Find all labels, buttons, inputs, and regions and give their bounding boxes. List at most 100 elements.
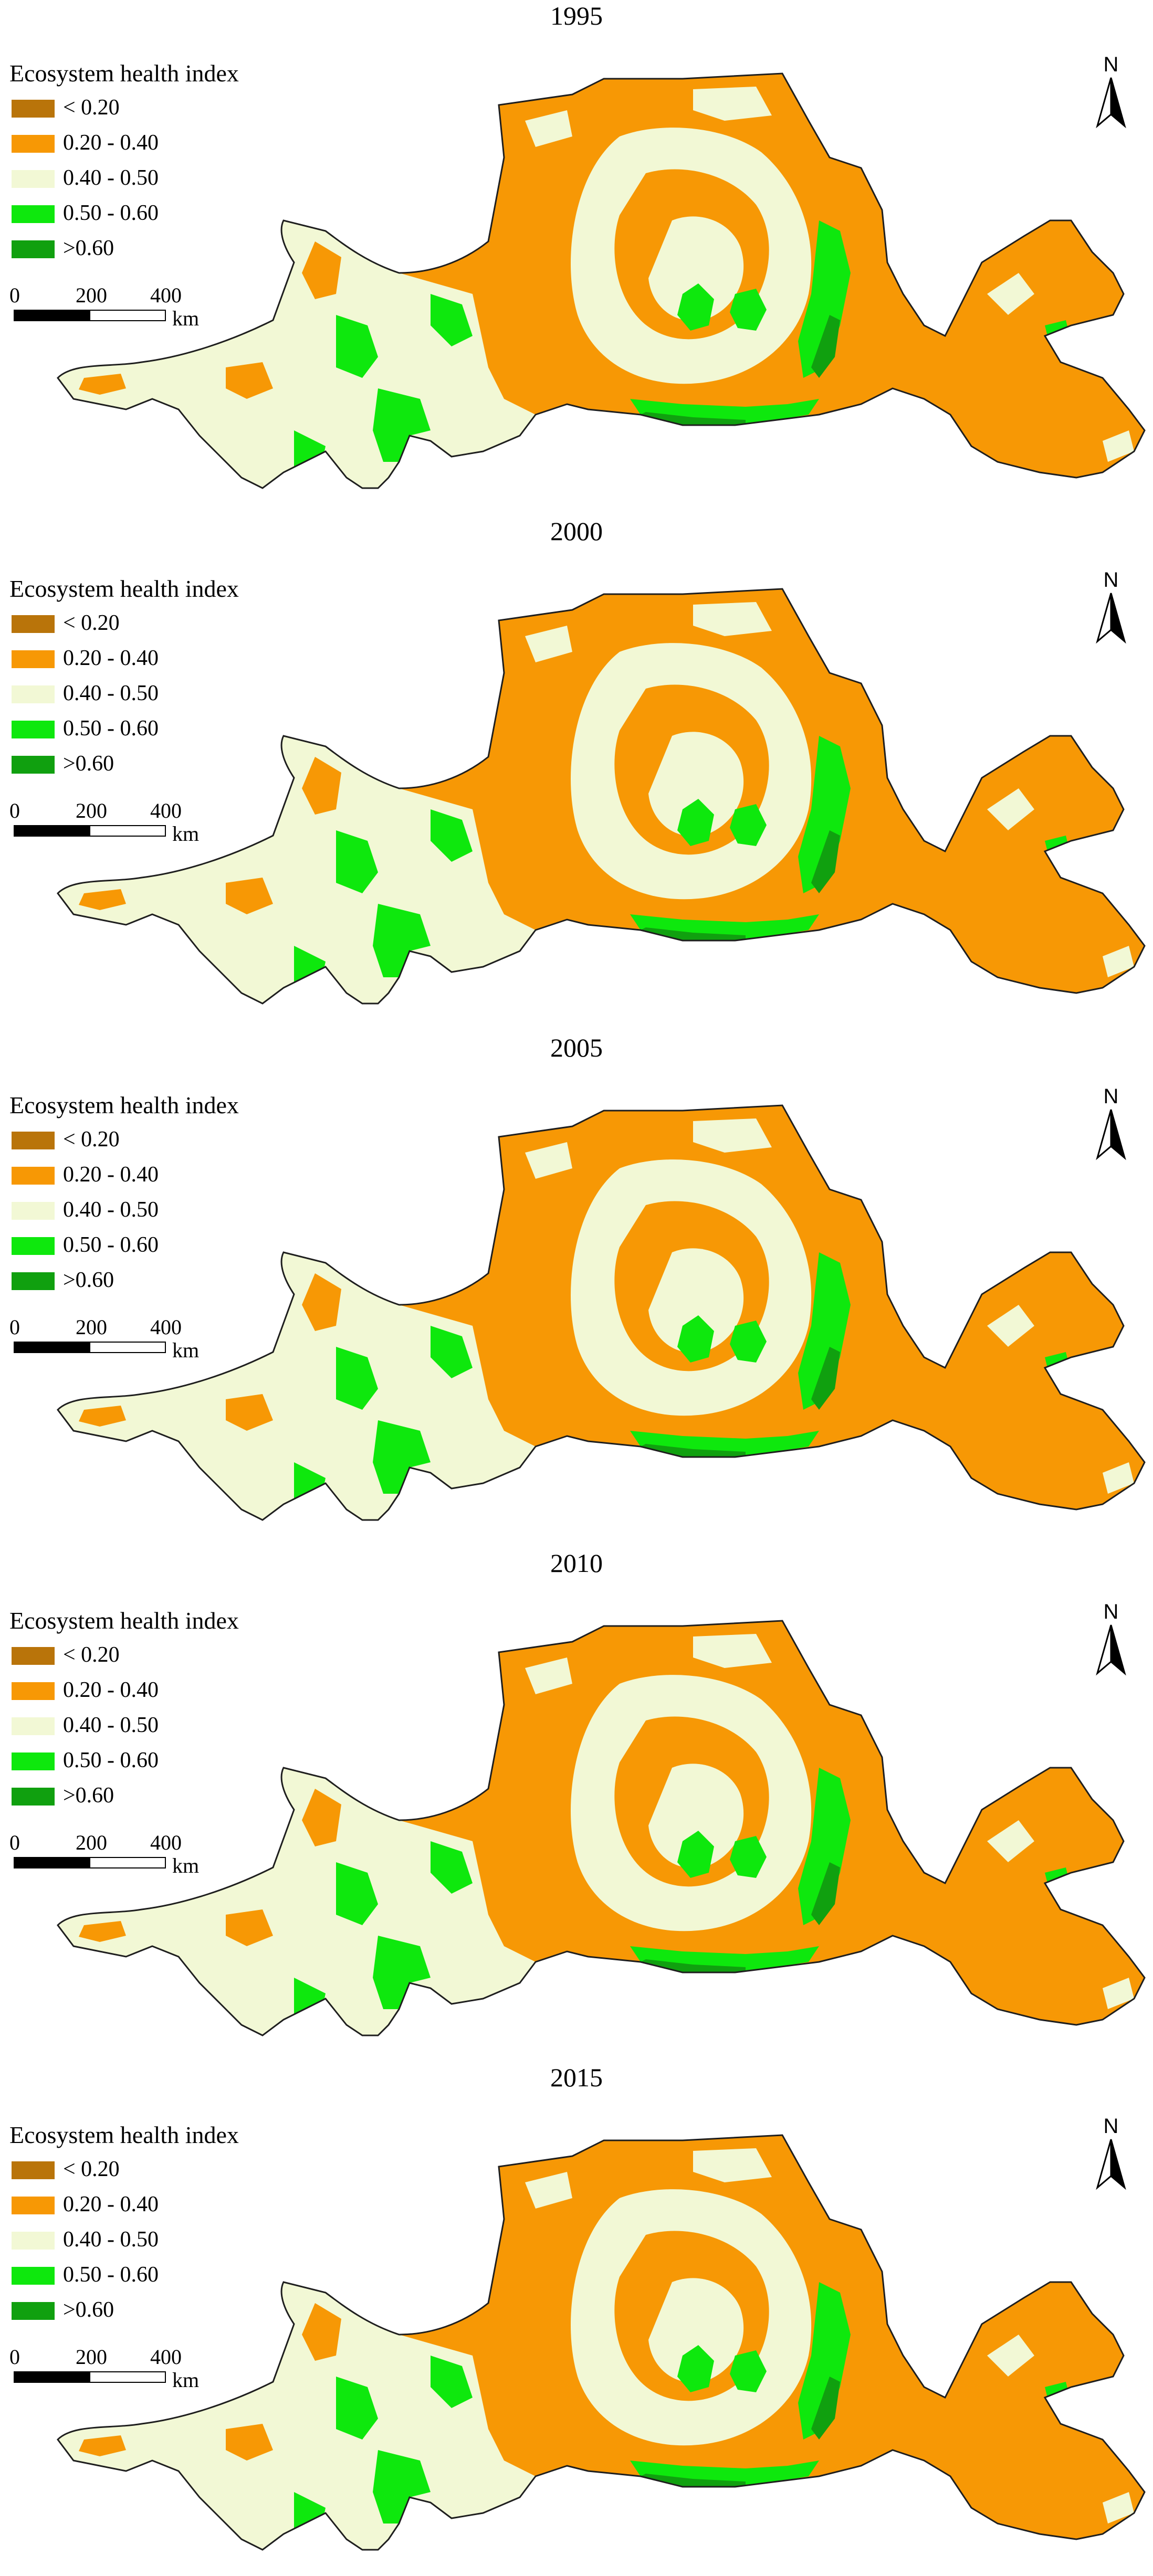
legend-swatch <box>12 100 55 118</box>
legend-swatch <box>12 2267 55 2285</box>
health-patch-13 <box>302 757 341 815</box>
legend-item: >0.60 <box>9 229 345 264</box>
legend-item: 0.20 - 0.40 <box>9 2185 345 2220</box>
legend-swatch <box>12 2197 55 2214</box>
health-patch-4 <box>730 2350 767 2392</box>
map-panel-2005: 2005 Ecosystem health index < 0.20 0.20 - 0… <box>0 1032 1153 1546</box>
legend-item: 0.20 - 0.40 <box>9 1671 345 1706</box>
north-arrow-icon: N <box>1096 1085 1126 1160</box>
legend-title: Ecosystem health index <box>9 575 239 602</box>
legend-label: 0.20 - 0.40 <box>63 1163 159 1187</box>
legend-label: < 0.20 <box>63 2157 120 2181</box>
legend-swatch <box>12 1272 55 1290</box>
health-patch-5 <box>798 220 851 378</box>
health-patch-2 <box>648 732 744 837</box>
map-panel-2015: 2015 Ecosystem health index < 0.20 0.20 - 0… <box>0 2062 1153 2576</box>
health-patch-16 <box>525 626 572 662</box>
health-patch-5 <box>798 2282 851 2440</box>
scale-tick-label: 200 <box>76 1315 107 1339</box>
health-patch-12 <box>431 294 473 346</box>
legend: Ecosystem health index < 0.20 0.20 - 0.40 0… <box>9 574 345 779</box>
scale-tick-label: 200 <box>76 2345 107 2369</box>
legend: Ecosystem health index < 0.20 0.20 - 0.40 0… <box>9 1091 345 1296</box>
svg-text:N: N <box>1104 1600 1119 1623</box>
north-arrow-icon: N <box>1096 53 1126 129</box>
health-patch-4 <box>730 1836 767 1878</box>
health-patch-14 <box>226 2424 273 2461</box>
health-patch-10 <box>373 904 431 977</box>
svg-text:N: N <box>1104 2115 1119 2138</box>
legend-swatch <box>12 205 55 223</box>
scale-bar-graphic <box>14 310 166 321</box>
legend-item: >0.60 <box>9 1261 345 1296</box>
year-title: 2005 <box>550 1033 603 1062</box>
legend-swatch <box>12 1752 55 1770</box>
health-patch-3 <box>677 2345 714 2392</box>
health-patch-9 <box>336 315 378 378</box>
year-title: 2000 <box>550 516 603 546</box>
scale-tick-label: 400 <box>150 2345 182 2369</box>
scale-bar: 0 200 400 km <box>9 2345 230 2403</box>
legend-item: 0.40 - 0.50 <box>9 2220 345 2255</box>
health-patch-16 <box>525 110 572 147</box>
health-patch-12 <box>431 2356 473 2408</box>
legend-label: 0.40 - 0.50 <box>63 681 159 705</box>
health-patch-6 <box>811 1347 840 1410</box>
legend-item: >0.60 <box>9 744 345 779</box>
scale-tick-label: 400 <box>150 283 182 307</box>
scale-tick-label: 400 <box>150 799 182 822</box>
scale-tick-label: 0 <box>9 1315 20 1339</box>
health-patch-20 <box>1103 1978 1134 2009</box>
scale-unit: km <box>172 1854 200 1877</box>
health-patch-18 <box>987 1305 1034 1347</box>
health-patch-17 <box>693 1118 772 1153</box>
basin-outline <box>57 1104 1146 1521</box>
legend-swatch <box>12 1682 55 1700</box>
legend-label: 0.50 - 0.60 <box>63 201 159 225</box>
health-patch-4 <box>730 804 767 846</box>
health-patch-15 <box>79 374 126 395</box>
health-patch-10 <box>373 2450 431 2524</box>
scale-tick-label: 400 <box>150 1831 182 1854</box>
legend-label: >0.60 <box>63 752 114 776</box>
health-patch-3 <box>677 799 714 846</box>
basin-map <box>57 2134 1146 2551</box>
legend-label: 0.40 - 0.50 <box>63 1198 159 1222</box>
health-patch-10 <box>373 1936 431 2009</box>
health-patch-18 <box>987 1820 1034 1862</box>
health-patch-13 <box>302 2303 341 2361</box>
legend-item: 0.20 - 0.40 <box>9 639 345 674</box>
legend-item: < 0.20 <box>9 604 345 639</box>
legend-label: 0.50 - 0.60 <box>63 1233 159 1257</box>
legend-swatch <box>12 1202 55 1220</box>
legend-swatch <box>12 1647 55 1665</box>
health-patch-3 <box>677 1315 714 1363</box>
legend-swatch <box>12 1717 55 1735</box>
health-patch-2 <box>648 2278 744 2383</box>
health-patch-15 <box>79 2435 126 2456</box>
scale-tick-label: 200 <box>76 799 107 822</box>
legend-item: 0.40 - 0.50 <box>9 159 345 194</box>
legend-label: < 0.20 <box>63 1127 120 1152</box>
year-title: 2010 <box>550 1548 603 1578</box>
health-patch-14 <box>226 1909 273 1946</box>
health-patch-2 <box>648 216 744 321</box>
legend: Ecosystem health index < 0.20 0.20 - 0.40 0… <box>9 59 345 264</box>
legend-label: 0.50 - 0.60 <box>63 2263 159 2287</box>
health-patch-12 <box>431 1326 473 1378</box>
legend-label: 0.20 - 0.40 <box>63 131 159 155</box>
legend-swatch <box>12 650 55 668</box>
north-arrow-icon: N <box>1096 2115 1126 2190</box>
health-patch-20 <box>1103 430 1134 462</box>
scale-tick-label: 200 <box>76 283 107 307</box>
scale-tick-label: 0 <box>9 1831 20 1854</box>
north-arrow-icon: N <box>1096 568 1126 644</box>
scale-unit: km <box>172 1338 200 1362</box>
legend-label: >0.60 <box>63 1268 114 1292</box>
health-patch-2 <box>648 1764 744 1868</box>
legend-label: 0.20 - 0.40 <box>63 646 159 670</box>
legend-swatch <box>12 2161 55 2179</box>
health-patch-4 <box>730 289 767 331</box>
health-patch-13 <box>302 1273 341 1331</box>
